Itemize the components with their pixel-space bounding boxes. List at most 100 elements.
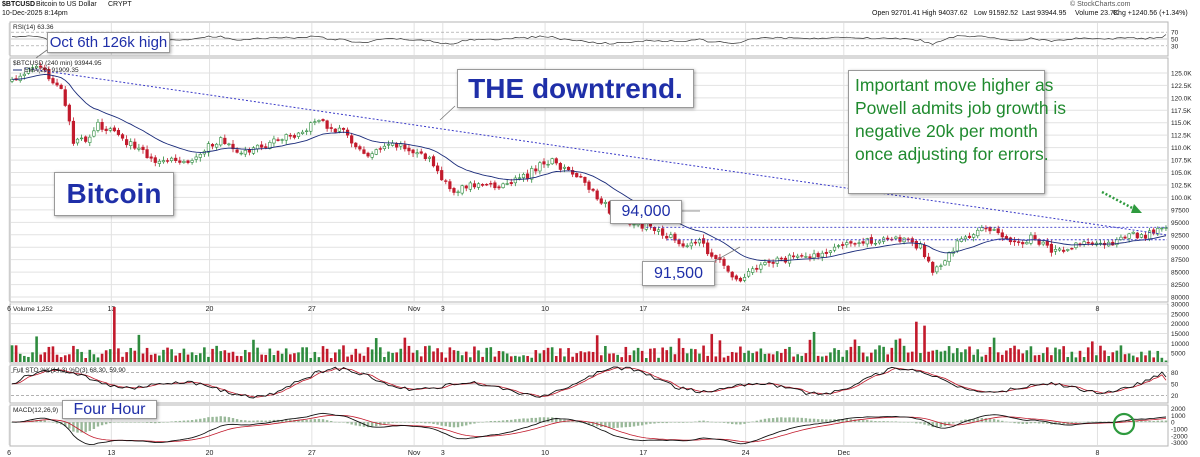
macd-histogram-bar <box>911 422 914 423</box>
macd-histogram-bar <box>861 420 865 423</box>
volume-bar <box>121 356 124 362</box>
x-tick-label: 24 <box>742 306 750 313</box>
volume-bar <box>207 356 210 362</box>
candle-body <box>337 127 341 132</box>
volume-bar <box>14 345 18 362</box>
macd-histogram-bar <box>776 417 779 423</box>
macd-histogram-bar <box>43 420 46 423</box>
volume-bar <box>992 337 996 362</box>
candle-body <box>918 243 923 249</box>
volume-bar <box>968 346 971 362</box>
macd-histogram-bar <box>313 419 317 423</box>
y-tick-label: 80 <box>1171 370 1179 377</box>
volume-bar <box>334 352 337 362</box>
macd-histogram-bar <box>800 417 803 423</box>
macd-histogram-bar <box>481 422 484 423</box>
volume-bar <box>1009 348 1012 362</box>
candle-body <box>186 160 190 163</box>
macd-histogram-bar <box>722 422 726 423</box>
volume-bar <box>534 350 538 362</box>
macd-histogram-bar <box>1099 421 1102 423</box>
macd-histogram-bar <box>162 422 165 423</box>
volume-bar <box>976 349 980 362</box>
candle-body <box>313 121 317 123</box>
candle-body <box>980 227 984 232</box>
macd-histogram-bar <box>76 422 79 433</box>
macd-histogram-bar <box>96 422 100 427</box>
candle-body <box>329 127 333 129</box>
pointer-powell <box>1101 190 1137 212</box>
macd-histogram-bar <box>714 422 718 423</box>
candle-body <box>644 223 648 230</box>
macd-histogram-bar <box>1160 420 1164 423</box>
macd-histogram-bar <box>342 422 345 423</box>
candle-body <box>927 256 931 262</box>
level-91500-callout: 91,500 <box>642 261 715 286</box>
volume-bar <box>428 345 431 362</box>
candle-body <box>681 243 685 247</box>
volume-bar <box>350 354 353 362</box>
macd-histogram-bar <box>751 421 754 423</box>
instrument-name: Bitcoin to US Dollar <box>36 1 97 8</box>
macd-histogram-bar <box>219 416 222 423</box>
macd-histogram-bar <box>665 422 668 424</box>
macd-histogram-bar <box>538 417 542 423</box>
macd-histogram-bar <box>591 422 595 426</box>
y-tick-label: 85000 <box>1171 270 1189 277</box>
candle-body <box>18 75 22 81</box>
macd-histogram-bar <box>743 422 746 424</box>
volume-bar <box>988 347 992 362</box>
macd-histogram-bar <box>726 422 730 424</box>
candle-body <box>591 188 595 191</box>
volume-bar <box>751 353 754 362</box>
oct-high-callout: Oct 6th 126k high <box>47 32 170 53</box>
y-tick-label: -3000 <box>1171 440 1188 447</box>
candle-body <box>501 183 505 188</box>
candle-body <box>955 240 959 252</box>
x-tick-label: 8 <box>1096 306 1100 313</box>
candle-body <box>411 149 415 154</box>
x-tick-label: 17 <box>639 450 647 457</box>
volume-bar <box>714 356 718 362</box>
candle-body <box>677 239 681 245</box>
candle-body <box>763 262 767 265</box>
candle-body <box>231 143 235 150</box>
candle-body <box>325 120 329 129</box>
macd-histogram-bar <box>878 421 881 423</box>
volume-bar <box>80 351 83 362</box>
candle-body <box>366 152 370 157</box>
macd-cross-circle <box>1112 412 1136 436</box>
volume-bar <box>231 351 235 362</box>
volume-bar <box>1099 345 1102 362</box>
candle-body <box>1070 247 1074 250</box>
candle-body <box>947 252 951 263</box>
candle-body <box>1000 232 1004 238</box>
candle-body <box>407 147 411 152</box>
y-tick-label: 125.0K <box>1171 70 1192 77</box>
volume-bar <box>473 346 476 362</box>
candle-body <box>865 238 869 245</box>
volume-bar <box>391 352 394 362</box>
macd-histogram-bar <box>886 421 889 423</box>
macd-histogram-bar <box>571 421 574 423</box>
high-value: High 94037.62 <box>922 10 968 17</box>
macd-histogram-bar <box>951 422 955 424</box>
macd-histogram-bar <box>1046 422 1049 424</box>
volume-bar <box>51 346 55 362</box>
macd-histogram-bar <box>763 418 767 423</box>
candle-body <box>914 240 918 249</box>
y-tick-label: 10000 <box>1171 341 1189 348</box>
macd-histogram-bar <box>956 421 959 423</box>
macd-histogram-bar <box>88 422 91 431</box>
candle-body <box>1021 242 1025 245</box>
candle-body <box>1119 236 1123 240</box>
macd-histogram-bar <box>935 422 939 428</box>
volume-bar <box>865 356 869 362</box>
volume-bar <box>735 352 738 362</box>
candle-body <box>575 173 579 178</box>
x-tick-label: 20 <box>206 450 214 457</box>
volume-bar <box>947 346 951 362</box>
macd-histogram-bar <box>522 418 525 423</box>
candle-body <box>800 255 804 257</box>
volume-bar <box>935 349 939 362</box>
